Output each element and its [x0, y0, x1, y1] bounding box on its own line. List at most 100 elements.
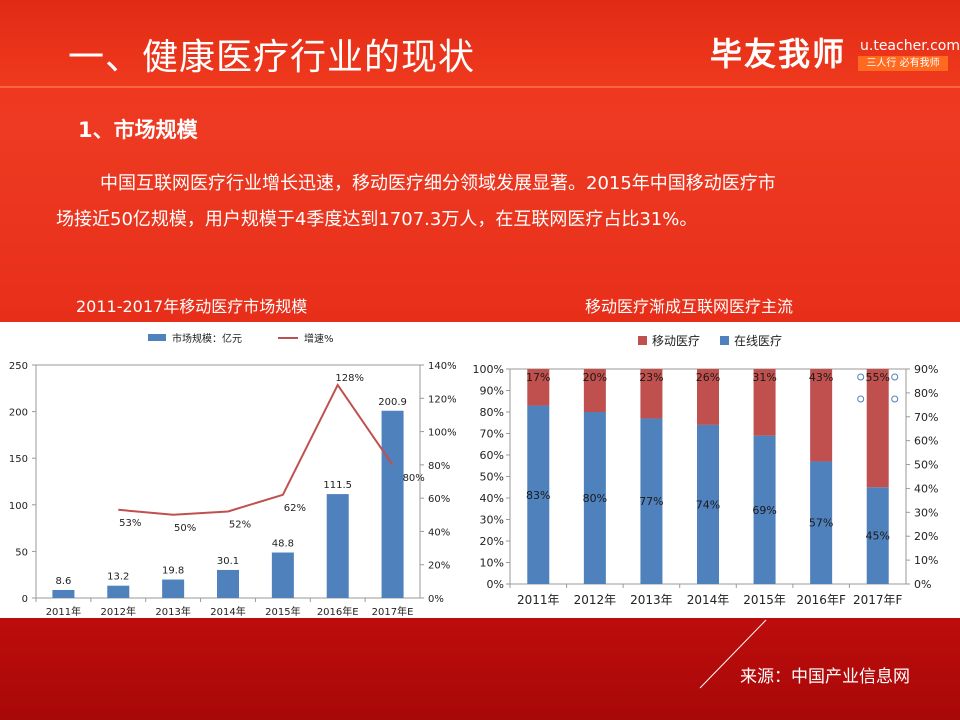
left-axis-tick-label: 60%	[480, 449, 504, 462]
right-chart-caption: 移动医疗渐成互联网医疗主流	[585, 297, 794, 316]
right-axis-tick-label: 30%	[914, 506, 938, 519]
brand-url: u.teacher.com	[860, 38, 960, 54]
online-share-label: 80%	[583, 492, 607, 505]
x-axis-label: 2011年	[517, 593, 560, 607]
right-axis-tick-label: 50%	[914, 459, 938, 472]
stack-online-2017年F	[866, 487, 889, 584]
left-axis-tick-label: 150	[9, 454, 28, 465]
label-selection-handle	[891, 395, 899, 403]
left-axis-tick-label: 100	[9, 501, 28, 512]
mobile-share-label: 31%	[752, 371, 776, 384]
page-title: 一、健康医疗行业的现状	[68, 37, 476, 78]
legend-label-online: 在线医疗	[734, 334, 782, 348]
x-axis-label: 2012年	[574, 593, 617, 607]
bar-value-label: 48.8	[272, 539, 294, 550]
x-axis-label: 2016年F	[796, 593, 846, 607]
right-axis-tick-label: 60%	[914, 435, 938, 448]
stack-online-2013年	[640, 418, 663, 584]
bar-2014年	[217, 569, 239, 598]
left-axis-tick-label: 0%	[487, 578, 504, 591]
left-axis-tick-label: 70%	[480, 428, 504, 441]
right-axis-tick-label: 60%	[428, 494, 450, 505]
source-note: 来源：中国产业信息网	[740, 667, 910, 687]
stack-mobile-2014年	[697, 369, 719, 425]
stack-online-2012年	[583, 412, 606, 584]
x-axis-label: 2013年	[630, 593, 673, 607]
section-heading: 1、市场规模	[78, 118, 198, 142]
brand-logo-text: 毕友我师	[710, 35, 847, 73]
brand-slogan: 三人行 必有我师	[858, 56, 948, 71]
right-axis-tick-label: 70%	[914, 411, 938, 424]
bar-value-label: 111.5	[323, 480, 352, 491]
left-axis-tick-label: 80%	[480, 406, 504, 419]
left-axis-tick-label: 250	[9, 361, 28, 372]
bar-2013年	[162, 579, 185, 598]
right-axis-tick-label: 100%	[428, 428, 457, 439]
mobile-share-label: 17%	[526, 371, 550, 384]
bar-2011年	[52, 589, 75, 598]
mobile-share-label: 23%	[639, 371, 663, 384]
left-axis-tick-label: 20%	[480, 535, 504, 548]
right-axis-tick-label: 0%	[428, 594, 444, 605]
growth-rate-line	[118, 383, 394, 516]
x-axis-label: 2012年	[101, 605, 136, 618]
mobile-share-label: 43%	[809, 371, 833, 384]
chart-panel: 市场规模：亿元 增速% 0 50 100 150 200 250 0% 20% 40% 60% 80% 1…	[0, 322, 960, 618]
label-selection-handle	[857, 373, 865, 381]
growth-rate-label: 52%	[229, 519, 251, 530]
legend-label-mobile: 移动医疗	[652, 334, 700, 348]
legend-label-bar: 市场规模：亿元	[172, 332, 242, 345]
legend-swatch-online	[720, 336, 729, 345]
online-share-label: 57%	[809, 517, 833, 530]
growth-rate-label: 62%	[284, 503, 306, 514]
mobile-share-label: 26%	[696, 371, 720, 384]
stack-mobile-2013年	[640, 369, 663, 419]
bar-value-label: 13.2	[107, 572, 129, 583]
header-bar	[0, 0, 960, 88]
stack-mobile-2012年	[583, 369, 606, 412]
stack-online-2014年	[697, 424, 719, 584]
growth-rate-label: 53%	[119, 518, 141, 529]
legend-label-line: 增速%	[304, 332, 334, 345]
stack-mobile-2015年	[753, 369, 776, 436]
right-axis-tick-label: 0%	[914, 578, 931, 591]
legend-swatch-mobile	[638, 336, 647, 345]
stack-mobile-2017年F	[866, 369, 889, 488]
left-axis-tick-label: 90%	[480, 385, 504, 398]
right-axis-tick-label: 90%	[914, 363, 938, 376]
growth-rate-label: 128%	[335, 373, 364, 384]
right-axis-tick-label: 80%	[428, 461, 450, 472]
left-chart-caption: 2011-2017年移动医疗市场规模	[76, 297, 308, 316]
right-axis-tick-label: 40%	[914, 482, 938, 495]
mobile-share-label: 55%	[865, 371, 889, 384]
online-share-label: 69%	[752, 504, 776, 517]
plot-area	[35, 364, 421, 599]
online-share-label: 74%	[696, 498, 720, 511]
right-axis-tick-label: 20%	[428, 561, 450, 572]
x-axis-label: 2017年F	[853, 593, 903, 607]
bar-2012年	[107, 585, 130, 598]
right-axis-tick-label: 140%	[428, 361, 457, 372]
x-axis-label: 2015年	[743, 593, 786, 607]
left-axis-tick-label: 30%	[480, 514, 504, 527]
x-axis-label: 2014年	[687, 593, 730, 607]
right-axis-tick-label: 80%	[914, 387, 938, 400]
x-axis-label: 2014年	[210, 605, 245, 618]
online-share-label: 45%	[865, 530, 889, 543]
intro-paragraph: 中国互联网医疗行业增长迅速，移动医疗细分领域发展显著。2015年中国移动医疗市 …	[56, 166, 916, 238]
mobile-share-label: 20%	[583, 371, 607, 384]
growth-rate-label: 80%	[403, 473, 425, 484]
header-divider	[0, 86, 960, 88]
stack-mobile-2016年F	[810, 369, 833, 462]
right-axis-tick-label: 40%	[428, 527, 450, 538]
bar-2015年	[271, 552, 294, 598]
stack-online-2016年F	[810, 461, 833, 584]
x-axis-label: 2011年	[46, 605, 81, 618]
right-axis-tick-label: 120%	[428, 394, 457, 405]
left-axis-tick-label: 50	[15, 547, 28, 558]
left-axis-tick-label: 10%	[480, 557, 504, 570]
bar-value-label: 8.6	[55, 576, 71, 587]
bar-2016年E	[326, 494, 349, 598]
legend-swatch-bar	[148, 334, 166, 341]
